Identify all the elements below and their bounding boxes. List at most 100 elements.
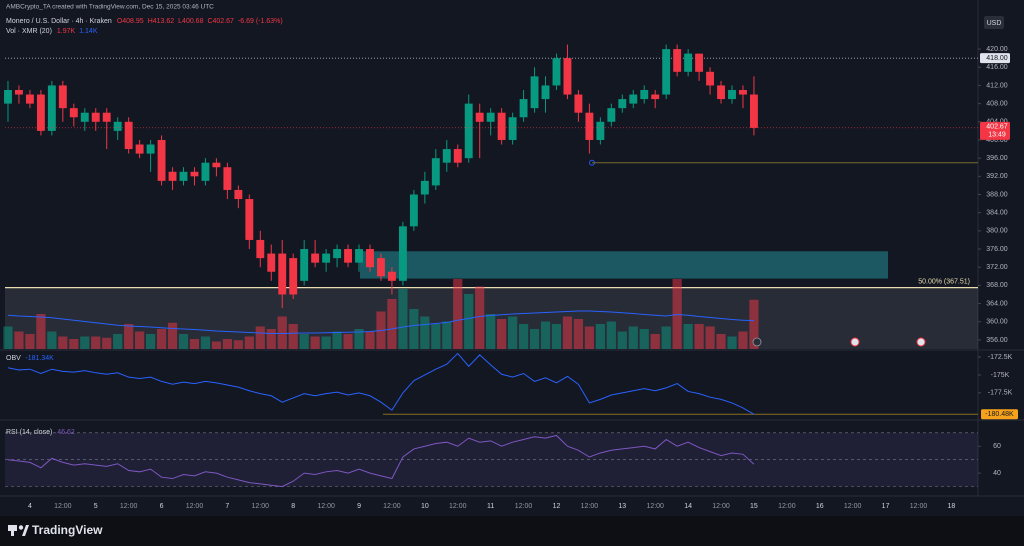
legend-value: O408.95 bbox=[117, 18, 144, 25]
x-tick-label: 12:00 bbox=[317, 503, 335, 510]
legend-value: 46.62 bbox=[57, 429, 75, 436]
event-icon[interactable] bbox=[850, 337, 860, 347]
candle-body bbox=[695, 53, 704, 72]
y-tick-label: 376.00 bbox=[986, 246, 1008, 253]
volume-bar bbox=[321, 336, 331, 349]
legend-value: -6.69 (-1.63%) bbox=[238, 18, 283, 25]
x-tick-label: 12:00 bbox=[186, 503, 204, 510]
candle-body bbox=[519, 99, 528, 118]
legend-value: 1.14K bbox=[79, 28, 98, 35]
candle-body bbox=[300, 249, 309, 281]
candle-body bbox=[508, 117, 517, 140]
volume-bar bbox=[749, 299, 759, 349]
volume-bar bbox=[420, 316, 430, 349]
volume-bar bbox=[453, 279, 463, 349]
volume-bar bbox=[91, 336, 101, 349]
legend-value: H413.62 bbox=[148, 18, 175, 25]
candle-body bbox=[91, 112, 100, 122]
price-legend: Monero / U.S. Dollar · 4h · Kraken O408.9… bbox=[6, 18, 283, 25]
level-label: 418.00 bbox=[986, 55, 1008, 62]
legend-value: -181.34K bbox=[25, 355, 54, 362]
candle-body bbox=[497, 112, 506, 140]
volume-bar bbox=[540, 321, 551, 349]
x-tick-label: 8 bbox=[291, 503, 295, 510]
candle-body bbox=[563, 58, 572, 95]
x-tick-label: 15 bbox=[750, 503, 758, 510]
volume-bar bbox=[529, 329, 540, 349]
volume-bar bbox=[200, 336, 211, 349]
volume-bar bbox=[47, 331, 57, 349]
y-tick-label: 408.00 bbox=[986, 100, 1008, 107]
volume-bar bbox=[507, 316, 518, 349]
x-tick-label: 17 bbox=[882, 503, 890, 510]
candle-body bbox=[190, 171, 199, 177]
currency[interactable]: USD bbox=[987, 20, 1002, 27]
y-tick-label: 360.00 bbox=[986, 319, 1008, 326]
plot-layer: 356.00 360.00 364.00 368.00 372.00 376.00 380.… bbox=[3, 44, 1018, 510]
brand-logo bbox=[8, 525, 29, 536]
supply-zone bbox=[360, 251, 888, 279]
candle-body bbox=[289, 258, 298, 295]
candle-body bbox=[651, 94, 660, 100]
volume-sma bbox=[7, 310, 754, 334]
volume-bar bbox=[398, 289, 408, 349]
candle-body bbox=[640, 89, 649, 100]
volume-bar bbox=[69, 339, 79, 349]
volume-bar bbox=[595, 324, 605, 349]
rsi-line bbox=[7, 434, 755, 488]
x-tick-label: 12:00 bbox=[120, 503, 138, 510]
volume-bar bbox=[113, 334, 123, 349]
legend-title: Monero / U.S. Dollar · 4h · Kraken bbox=[6, 18, 112, 25]
y-tick-label: 368.00 bbox=[986, 282, 1008, 289]
volume-bar bbox=[310, 336, 320, 349]
y-tick-label: 388.00 bbox=[986, 191, 1008, 198]
y-tick-label: 60 bbox=[993, 443, 1001, 450]
volume-bar bbox=[277, 316, 287, 349]
candle-body bbox=[662, 49, 671, 95]
candle-body bbox=[157, 139, 166, 181]
y-tick-label: -177.5K bbox=[988, 390, 1013, 397]
candle-body bbox=[102, 112, 111, 122]
volume-bar bbox=[145, 334, 156, 349]
currency-box[interactable] bbox=[984, 16, 1004, 29]
x-tick-label: 12:00 bbox=[252, 503, 270, 510]
obv-last-box bbox=[981, 409, 1018, 420]
candle-body bbox=[420, 180, 429, 195]
brand: TradingView bbox=[32, 523, 103, 537]
volume-bar bbox=[222, 339, 232, 349]
candle-body bbox=[69, 108, 78, 118]
candle-body bbox=[596, 121, 605, 140]
volume-bar bbox=[497, 319, 507, 349]
x-tick-label: 5 bbox=[94, 503, 98, 510]
candle-body bbox=[618, 99, 627, 109]
volume-bar bbox=[639, 329, 649, 349]
y-tick-label: 400.00 bbox=[986, 137, 1008, 144]
volume-bar bbox=[156, 329, 167, 349]
candle-body bbox=[113, 121, 122, 131]
last-price-label: 402.67 bbox=[986, 124, 1008, 131]
volume-bar bbox=[80, 336, 90, 349]
candle-body bbox=[322, 253, 331, 263]
volume-bar bbox=[727, 336, 737, 349]
y-tick-label: 364.00 bbox=[986, 300, 1008, 307]
y-tick-label: 40 bbox=[993, 470, 1001, 477]
x-tick-label: 12:00 bbox=[778, 503, 796, 510]
logo-shape bbox=[22, 525, 29, 536]
volume-bar bbox=[189, 339, 200, 349]
volume-bar bbox=[255, 326, 265, 349]
x-tick-label: 12:00 bbox=[910, 503, 928, 510]
candle-body bbox=[684, 53, 693, 72]
candle-body bbox=[717, 85, 725, 100]
volume-bar bbox=[178, 334, 189, 349]
volume-legend: Vol · XMR (20) 1.97K 1.14K bbox=[6, 28, 98, 35]
volume-bar bbox=[606, 321, 616, 349]
y-tick-label: -172.5K bbox=[988, 354, 1013, 361]
candle-body bbox=[179, 171, 188, 181]
event-icon[interactable] bbox=[752, 337, 762, 347]
x-tick-label: 10 bbox=[421, 503, 429, 510]
event-icon[interactable] bbox=[916, 337, 926, 347]
legend-value: 1.97K bbox=[57, 28, 76, 35]
candle-body bbox=[245, 199, 254, 240]
y-tick-label: 412.00 bbox=[986, 82, 1008, 89]
